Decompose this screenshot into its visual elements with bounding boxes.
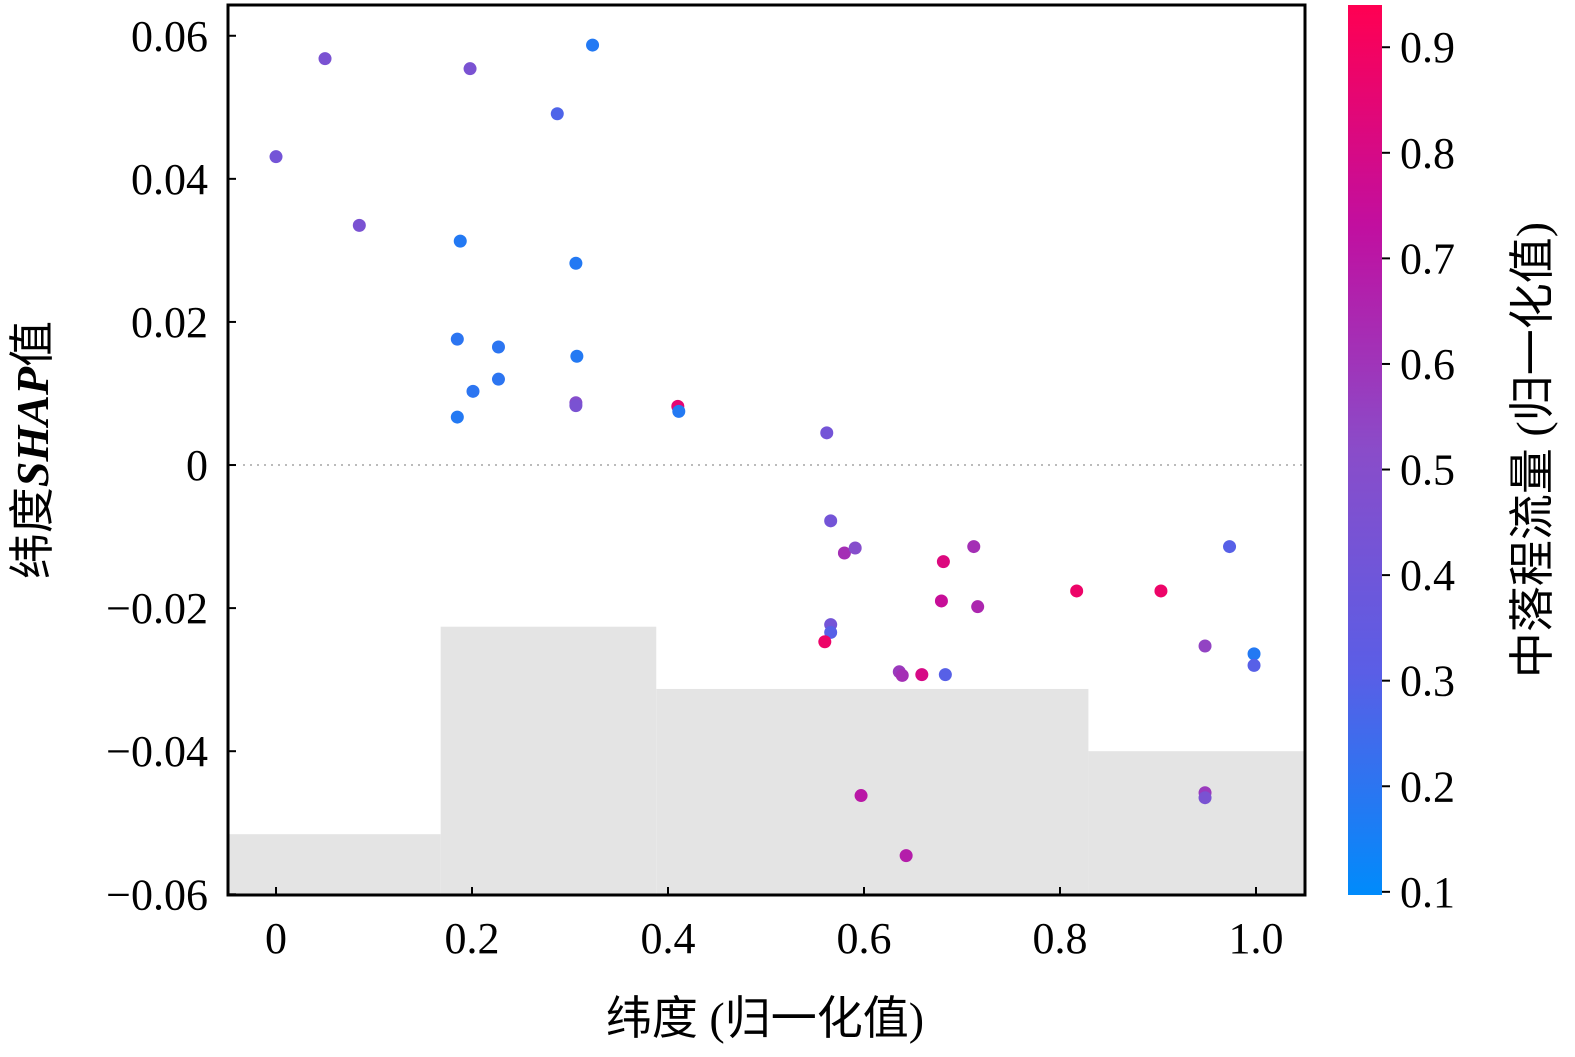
- data-point: [318, 52, 332, 66]
- colorbar-tick-label: 0.5: [1400, 446, 1455, 495]
- x-tick-label: 0.8: [1033, 914, 1088, 963]
- x-ticks: 0 0.2 0.4 0.6 0.8 1.0: [265, 887, 1284, 963]
- data-point: [915, 668, 929, 682]
- colorbar-tick-label: 0.9: [1400, 23, 1455, 72]
- data-point: [1070, 584, 1084, 598]
- colorbar-tick-label: 0.6: [1400, 340, 1455, 389]
- feature-histogram: [228, 626, 1305, 895]
- y-tick-label: 0.06: [131, 12, 208, 61]
- data-point: [450, 332, 464, 346]
- data-point: [824, 625, 838, 639]
- histogram-bin: [656, 688, 1089, 895]
- y-tick-label: −0.04: [106, 727, 208, 776]
- data-point: [550, 107, 564, 121]
- colorbar-tick-label: 0.7: [1400, 234, 1455, 283]
- data-point: [586, 38, 600, 52]
- data-point: [352, 218, 366, 232]
- histogram-bin: [440, 626, 657, 895]
- y-tick-label: −0.06: [106, 870, 208, 919]
- data-point: [569, 256, 583, 270]
- data-point: [936, 555, 950, 569]
- data-point: [895, 668, 909, 682]
- data-point: [971, 600, 985, 614]
- colorbar-tick-label: 0.8: [1400, 129, 1455, 178]
- data-point: [1223, 540, 1237, 554]
- data-point: [854, 789, 868, 803]
- data-point: [491, 340, 505, 354]
- y-axis-label: 纬度SHAP值: [7, 321, 58, 579]
- y-ticks: 0.06 0.04 0.02 0 −0.02 −0.04 −0.06: [106, 12, 236, 919]
- data-point: [934, 594, 948, 608]
- histogram-bin: [228, 834, 441, 895]
- data-point: [899, 849, 913, 863]
- data-point: [453, 234, 467, 248]
- data-point: [820, 426, 834, 440]
- data-point: [1247, 658, 1261, 672]
- data-point: [837, 546, 851, 560]
- x-tick-label: 0: [265, 914, 287, 963]
- data-point: [466, 384, 480, 398]
- plot-frame: [226, 3, 1307, 897]
- data-point: [967, 540, 981, 554]
- x-tick-label: 0.2: [445, 914, 500, 963]
- y-tick-label: 0.04: [131, 155, 208, 204]
- data-point: [938, 668, 952, 682]
- y-tick-label: 0.02: [131, 298, 208, 347]
- data-point: [672, 404, 686, 418]
- x-tick-label: 0.4: [641, 914, 696, 963]
- colorbar-tick-label: 0.2: [1400, 762, 1455, 811]
- data-point: [463, 62, 477, 76]
- colorbar-label: 中落程流量 (归一化值): [1507, 222, 1558, 678]
- y-tick-label: −0.02: [106, 584, 208, 633]
- scatter-points: [269, 38, 1261, 863]
- data-point: [848, 541, 862, 555]
- data-point: [1198, 639, 1212, 653]
- colorbar-tick-label: 0.1: [1400, 868, 1455, 917]
- data-point: [450, 410, 464, 424]
- colorbar-ticks: 0.1 0.2 0.3 0.4 0.5 0.6 0.7 0.8 0.9: [1382, 23, 1455, 917]
- x-tick-label: 1.0: [1229, 914, 1284, 963]
- data-point: [1247, 647, 1261, 661]
- data-point: [491, 372, 505, 386]
- data-point: [824, 514, 838, 528]
- data-point: [570, 349, 584, 363]
- data-point: [1198, 791, 1212, 805]
- y-tick-label: 0: [186, 441, 208, 490]
- colorbar-tick-label: 0.3: [1400, 657, 1455, 706]
- data-point: [1154, 584, 1168, 598]
- x-axis-label: 纬度 (归一化值): [606, 993, 924, 1044]
- colorbar-tick-label: 0.4: [1400, 551, 1455, 600]
- data-point: [569, 399, 583, 413]
- histogram-bin: [1088, 751, 1305, 895]
- x-tick-label: 0.6: [837, 914, 892, 963]
- data-point: [818, 635, 832, 649]
- colorbar: [1348, 5, 1382, 895]
- data-point: [269, 150, 283, 164]
